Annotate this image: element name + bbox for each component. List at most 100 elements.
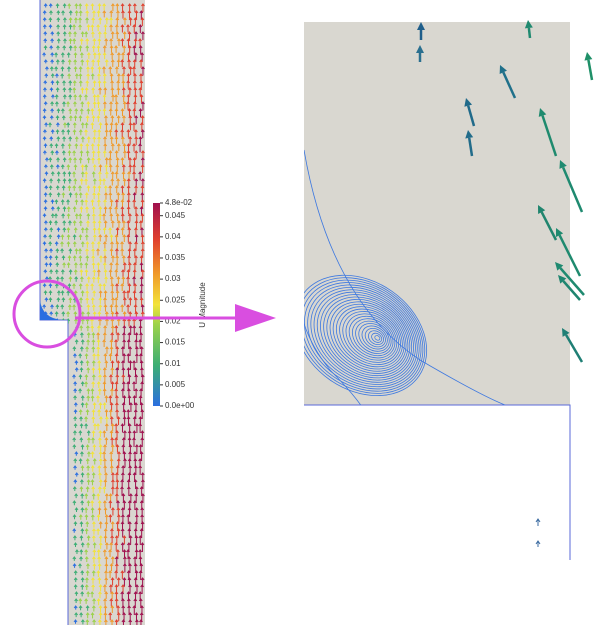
vortex-line [345,313,398,361]
arrow [115,227,120,236]
colorbar-tick-label: 4.8e-02 [165,198,193,207]
arrow [86,479,91,485]
arrow [84,171,89,178]
arrow [127,262,132,271]
arrow [42,115,47,120]
arrow [92,10,96,18]
arrow [108,108,113,116]
arrow [55,59,60,65]
arrow [110,171,115,179]
arrow [73,353,77,358]
arrow [132,80,137,89]
arrow [104,556,109,565]
arrow [79,521,84,527]
arrow [109,458,114,467]
arrow [120,241,124,250]
arrow [85,283,89,290]
arrow [97,388,102,395]
arrow [133,94,138,103]
arrow [86,395,91,402]
arrow [139,94,144,103]
arrow [61,185,66,191]
arrow [128,535,133,545]
arrow [126,52,131,61]
arrow [104,437,109,445]
arrow [109,584,113,593]
arrow [122,500,127,510]
arrow [110,115,115,123]
arrow [138,598,143,608]
arrow [115,17,120,26]
arrow [129,402,133,412]
arrow [73,542,78,547]
vortex-line [326,299,409,374]
arrow [74,591,79,596]
arrow [90,479,95,486]
arrow [55,262,60,267]
arrow [92,563,97,570]
arrow [114,206,119,214]
arrow [97,227,102,235]
arrow [126,486,131,496]
arrow [92,192,97,200]
arrow [133,17,138,26]
arrow [56,38,61,44]
arrow [85,241,90,248]
arrow [78,192,83,199]
arrow [84,199,89,206]
arrow [127,59,131,68]
arrow [73,584,78,590]
arrow [108,612,113,621]
arrow [120,199,125,208]
arrow [55,87,60,93]
arrow [132,108,137,117]
arrow [66,213,71,219]
arrow [97,108,102,116]
arrow [85,17,89,24]
arrow [134,227,138,236]
arrow [85,248,89,255]
arrow [96,395,100,403]
arrow [128,325,133,335]
arrow [49,66,54,72]
arrow [120,528,125,538]
arrow [85,577,89,584]
arrow [92,94,97,102]
arrow [115,549,120,559]
arrow [103,31,108,39]
arrow [43,129,47,134]
arrow [141,493,145,503]
arrow [80,493,85,499]
arrow [116,80,121,88]
arrow [108,157,112,166]
arrow [109,430,114,439]
arrow [91,304,96,311]
arrow [115,479,120,488]
arrow-head [556,228,564,237]
arrow [122,563,127,573]
arrow [122,430,127,440]
arrow [116,612,121,622]
arrow-shaft [540,211,558,241]
arrow [43,3,48,8]
vortex-line [304,277,426,394]
arrow [78,213,83,220]
arrow [115,290,120,299]
arrow [90,451,95,458]
arrow [90,395,95,402]
arrow [92,164,97,171]
arrow [116,507,121,516]
arrow [139,122,144,132]
arrow [72,346,77,351]
arrow [104,276,108,284]
arrow [84,31,89,38]
arrow [126,199,131,208]
arrow [104,570,108,578]
arrow [92,444,97,451]
vortex-line [358,323,390,352]
arrow [74,213,79,220]
arrow [122,353,127,363]
arrow [48,185,53,191]
arrow [85,360,90,367]
